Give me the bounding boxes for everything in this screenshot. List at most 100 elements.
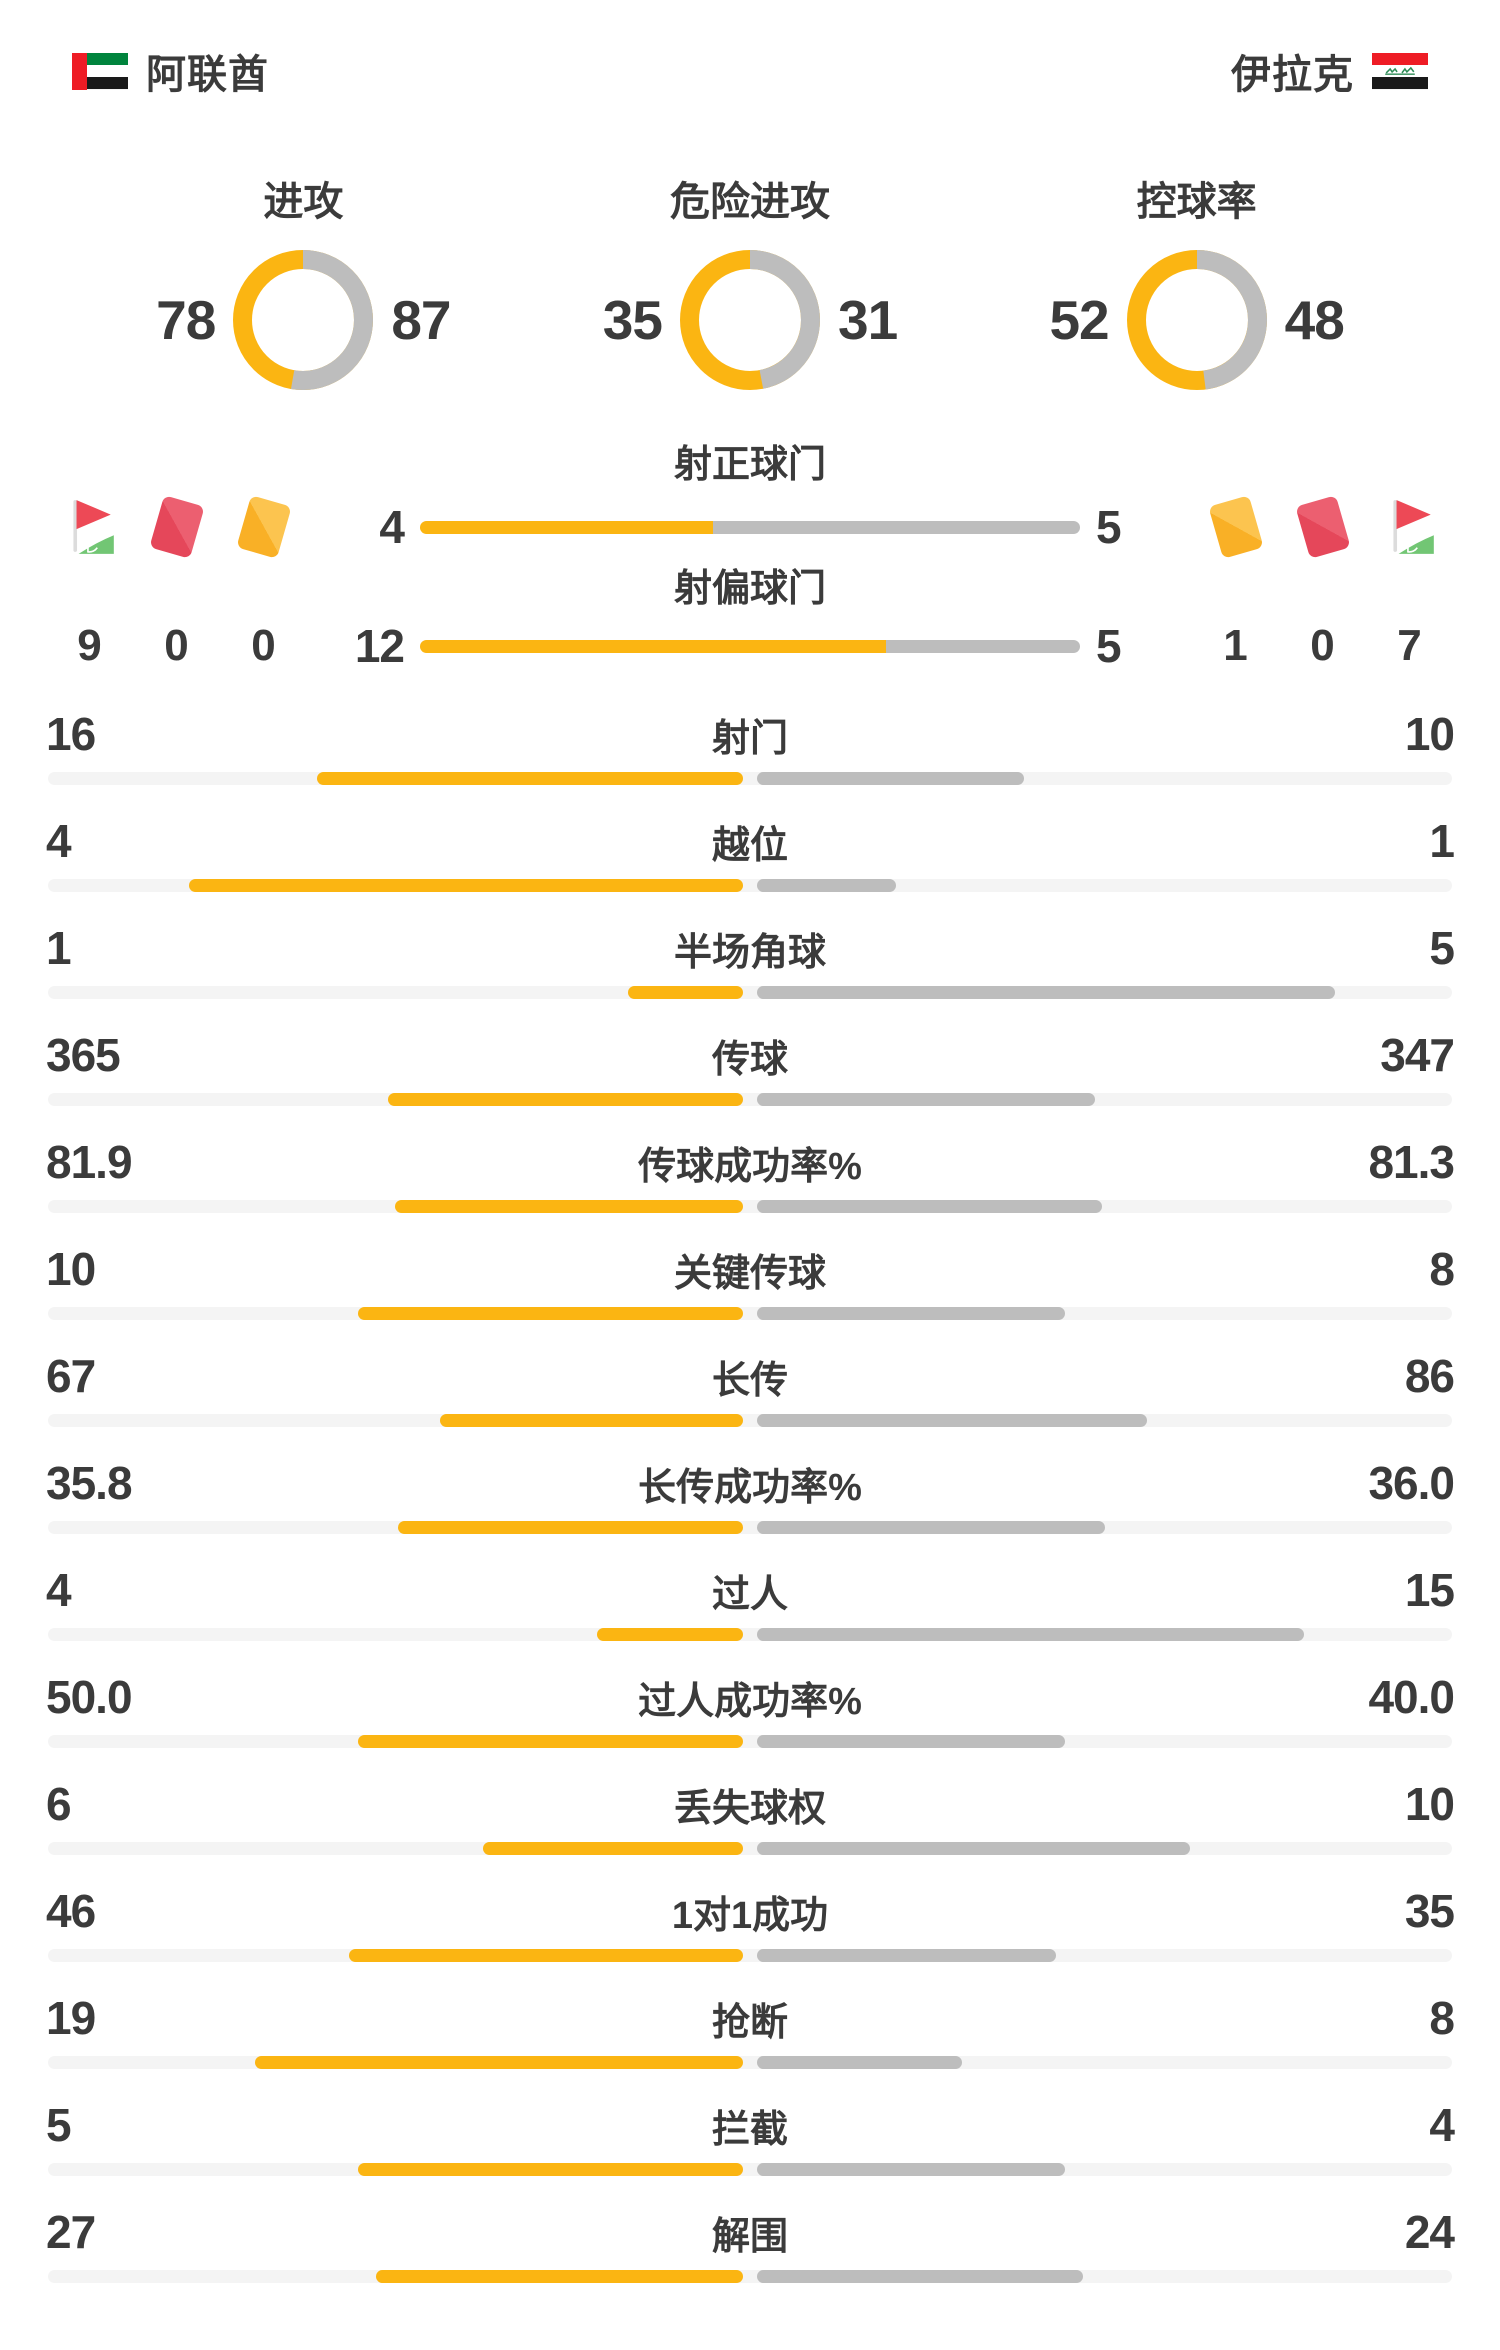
stat-label: 射门 — [711, 717, 788, 760]
away-discipline-icons — [1192, 488, 1454, 566]
away-value: 15 — [1404, 1564, 1455, 1616]
home-value: 19 — [46, 1992, 96, 2044]
stat-label: 长传成功率% — [638, 1466, 862, 1509]
home-bar — [188, 879, 743, 892]
away-team: 伊拉克 — [1231, 42, 1428, 100]
uae-flag-icon — [72, 52, 128, 90]
home-value: 67 — [46, 1350, 96, 1402]
home-value: 12 — [354, 620, 405, 672]
stat-label: 解围 — [711, 2215, 788, 2258]
stat-line: 46 1对1成功 35 — [0, 1879, 1500, 1943]
stat-bar-track — [48, 1307, 1452, 1320]
home-bar — [483, 1842, 743, 1855]
home-bar — [627, 986, 743, 999]
home-bar — [387, 1093, 743, 1106]
stat-label: 过人 — [711, 1573, 788, 1616]
away-bar — [757, 1200, 1103, 1213]
home-value: 365 — [46, 1029, 121, 1081]
discipline-numbers-row: 9 0 0 12 5 1 0 7 — [0, 614, 1500, 678]
stat-label: 1对1成功 — [671, 1894, 829, 1937]
stat-bar-track — [48, 1949, 1452, 1962]
stat-label: 丢失球权 — [673, 1787, 826, 1830]
red-card-icon — [148, 495, 205, 559]
away-value: 35 — [1404, 1885, 1455, 1937]
away-value: 5 — [1096, 501, 1122, 553]
donut-section: 进攻 78 87 危险进攻 35 31 控球率 52 — [0, 178, 1500, 390]
home-team-name: 阿联酋 — [146, 53, 269, 97]
home-bar — [376, 2270, 743, 2283]
away-bar — [757, 1842, 1191, 1855]
away-bar — [757, 879, 896, 892]
home-value: 35 — [602, 289, 663, 351]
away-value: 10 — [1404, 1778, 1455, 1830]
away-bar — [713, 520, 1080, 534]
stat-bar-track — [48, 2270, 1452, 2283]
home-value: 78 — [156, 289, 216, 351]
donut-attacks: 进攻 78 87 — [80, 178, 527, 390]
away-value: 40.0 — [1368, 1671, 1455, 1723]
shots-off-target-bar — [420, 639, 1080, 653]
home-value: 16 — [46, 708, 96, 760]
donut-title: 控球率 — [1136, 180, 1257, 224]
stat-bar-track — [48, 1628, 1452, 1641]
away-bar — [757, 1093, 1095, 1106]
away-bar — [757, 1414, 1147, 1427]
stat-line: 4 过人 15 — [0, 1558, 1500, 1622]
red-card-icon — [1294, 495, 1351, 559]
stat-line: 19 抢断 8 — [0, 1986, 1500, 2050]
home-corners-count: 9 — [77, 621, 102, 670]
stat-row: 1 半场角球 5 — [0, 916, 1500, 1023]
stat-row: 50.0 过人成功率% 40.0 — [0, 1665, 1500, 1772]
away-bar — [757, 2163, 1065, 2176]
home-bar — [358, 2163, 743, 2176]
home-value: 1 — [46, 922, 72, 974]
stat-label: 传球 — [711, 1038, 788, 1081]
away-value: 81.3 — [1368, 1136, 1455, 1188]
donut-chart — [1126, 250, 1267, 390]
away-red-cards-count: 0 — [1310, 621, 1335, 670]
away-bar — [757, 1521, 1105, 1534]
stat-label: 长传 — [711, 1359, 788, 1402]
shots-on-target-bar — [420, 520, 1080, 534]
stat-row: 4 过人 15 — [0, 1558, 1500, 1665]
stat-bar-track — [48, 879, 1452, 892]
stat-row: 10 关键传球 8 — [0, 1237, 1500, 1344]
shots-section: 射正球门 4 5 — [0, 442, 1500, 678]
corner-flag-icon — [1392, 500, 1434, 554]
donut-possession: 控球率 52 48 — [973, 178, 1420, 390]
home-value: 6 — [46, 1778, 72, 1830]
stat-line: 4 越位 1 — [0, 809, 1500, 873]
away-bar — [757, 1949, 1057, 1962]
stat-bar-track — [48, 1414, 1452, 1427]
stat-line: 365 传球 347 — [0, 1023, 1500, 1087]
away-value: 1 — [1429, 815, 1455, 867]
home-red-cards-count: 0 — [164, 621, 189, 670]
stat-bar-track — [48, 1200, 1452, 1213]
stat-bar-track — [48, 1842, 1452, 1855]
home-value: 52 — [1049, 289, 1109, 351]
stat-label: 越位 — [711, 824, 788, 867]
stat-bar-track — [48, 1735, 1452, 1748]
stat-bar-track — [48, 2056, 1452, 2069]
home-value: 46 — [46, 1885, 96, 1937]
home-bar — [397, 1521, 743, 1534]
stat-bar-track — [48, 1093, 1452, 1106]
home-bar — [316, 772, 743, 785]
away-bar — [757, 772, 1024, 785]
stat-row: 19 抢断 8 — [0, 1986, 1500, 2093]
shots-off-target-title: 射偏球门 — [673, 568, 826, 610]
away-value: 8 — [1429, 1992, 1455, 2044]
home-value: 27 — [46, 2206, 96, 2258]
home-value: 50.0 — [46, 1671, 133, 1723]
corner-flag-icon — [72, 500, 114, 554]
stat-row: 5 拦截 4 — [0, 2093, 1500, 2200]
shots-on-target-title: 射正球门 — [673, 444, 826, 486]
away-bar — [757, 986, 1335, 999]
donut-title: 进攻 — [263, 180, 344, 224]
away-value: 4 — [1429, 2099, 1455, 2151]
home-value: 4 — [379, 501, 405, 553]
home-value: 81.9 — [46, 1136, 133, 1188]
stat-row: 27 解围 24 — [0, 2200, 1500, 2307]
stat-row: 6 丢失球权 10 — [0, 1772, 1500, 1879]
away-bar — [757, 1735, 1065, 1748]
